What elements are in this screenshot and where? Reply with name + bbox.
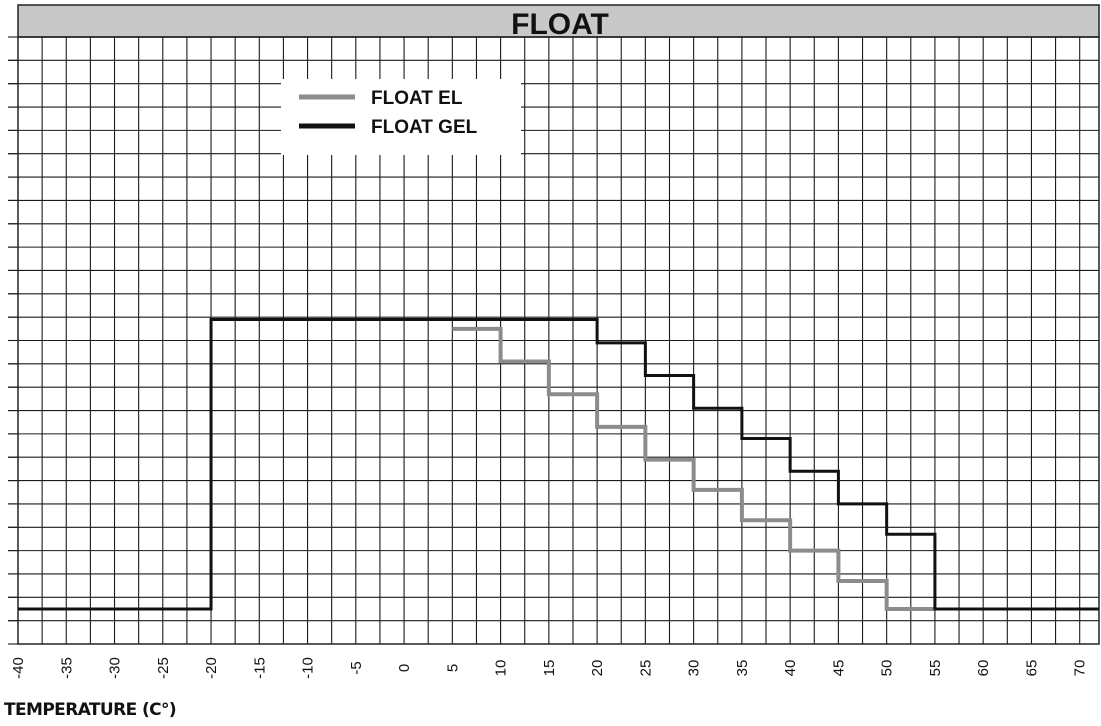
chart-title: FLOAT — [511, 8, 609, 41]
horizontal-gridlines — [8, 36, 1099, 645]
x-tick-label: 65 — [1023, 660, 1040, 677]
x-tick-label: 25 — [637, 660, 654, 677]
x-tick-labels: -40 -35 -30 -25 -20 -15 -10 -5 0 5 10 15 20 25 30 35 40 4… — [10, 657, 1089, 679]
x-tick-label: -15 — [251, 657, 268, 679]
x-tick-label: -30 — [107, 657, 124, 679]
x-tick-label: -35 — [58, 657, 75, 679]
x-tick-label: -5 — [348, 661, 365, 674]
x-tick-label: -10 — [300, 657, 317, 679]
x-tick-label: 60 — [975, 660, 992, 677]
x-tick-label: -40 — [10, 657, 27, 679]
x-tick-label: 15 — [541, 660, 558, 677]
title-bar — [17, 4, 1100, 38]
legend: FLOAT EL FLOAT GEL — [281, 79, 521, 155]
x-tick-label: 0 — [396, 664, 413, 672]
x-tick-label: 70 — [1072, 660, 1089, 677]
legend-box — [281, 79, 521, 155]
series-line-float-gel — [18, 317, 1099, 611]
x-tick-label: 45 — [830, 660, 847, 677]
x-tick-label: 30 — [686, 660, 703, 677]
x-tick-label: -25 — [155, 657, 172, 679]
x-tick-label: 55 — [927, 660, 944, 677]
x-tick-label: 20 — [589, 660, 606, 677]
series-layer — [18, 317, 1099, 611]
legend-label-float-gel: FLOAT GEL — [371, 117, 478, 138]
x-axis-label: TEMPERATURE (C°) — [4, 700, 177, 720]
plot-frame — [17, 36, 1100, 645]
x-tick-label: 5 — [444, 664, 461, 672]
series-line-float-el — [452, 326, 935, 611]
legend-label-float-el: FLOAT EL — [371, 88, 463, 109]
x-tick-label: 10 — [493, 660, 510, 677]
x-tick-label: 50 — [879, 660, 896, 677]
x-tick-label: 35 — [734, 660, 751, 677]
x-tick-label: -20 — [203, 657, 220, 679]
x-tick-label: 40 — [782, 660, 799, 677]
